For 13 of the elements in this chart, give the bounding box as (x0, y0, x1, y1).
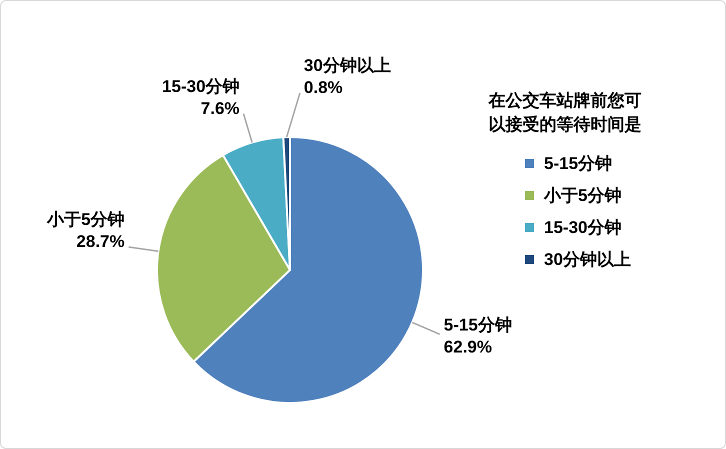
legend-label: 小于5分钟 (544, 184, 622, 206)
data-label: 28.7% (76, 232, 125, 252)
data-label: 0.8% (304, 78, 343, 98)
legend-label: 30分钟以上 (544, 248, 631, 270)
slice-label: 小于5分钟 (46, 210, 125, 230)
slice-label: 30分钟以上 (304, 56, 391, 76)
legend-label: 5-15分钟 (544, 152, 612, 174)
legend-title: 在公交车站牌前您可以接受的等待时间是 (487, 90, 642, 136)
slice-label: 15-30分钟 (162, 76, 240, 96)
legend-label: 15-30分钟 (544, 216, 622, 238)
slice-label: 5-15分钟 (444, 315, 512, 334)
data-label: 62.9% (444, 337, 492, 356)
data-label: 7.6% (200, 98, 240, 118)
